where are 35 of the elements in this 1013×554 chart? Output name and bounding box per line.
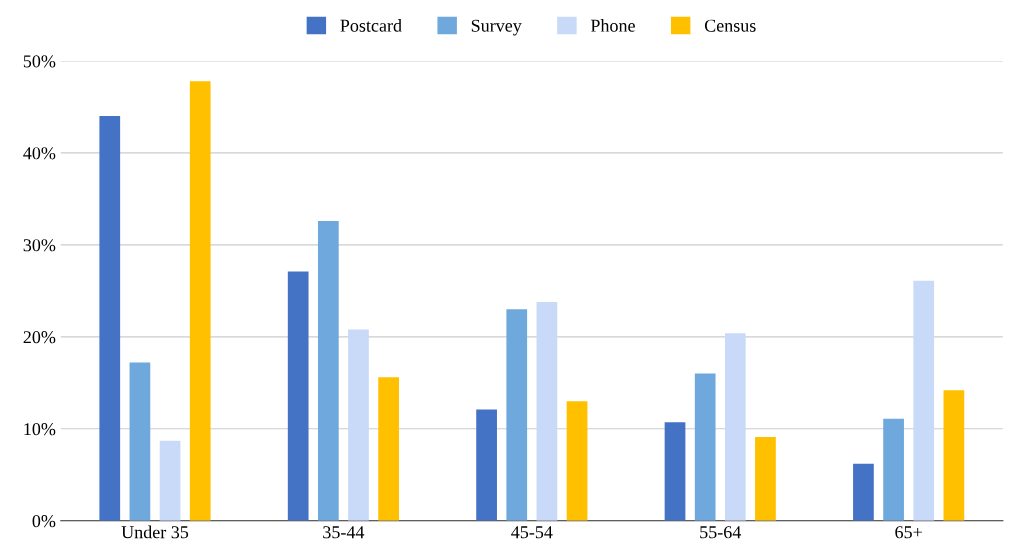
bar — [536, 301, 558, 521]
y-tick-label: 20% — [23, 331, 56, 344]
bar — [694, 373, 716, 521]
bar — [476, 409, 497, 521]
bar — [189, 81, 211, 521]
x-tick-label: Under 35 — [121, 525, 189, 539]
bar — [159, 440, 181, 521]
bar — [943, 390, 965, 521]
bar — [883, 418, 904, 521]
bar — [506, 309, 528, 521]
bar — [378, 377, 399, 521]
bar — [913, 280, 935, 521]
bar — [287, 271, 309, 521]
bar — [348, 329, 369, 521]
bar — [755, 437, 776, 521]
bar — [99, 116, 121, 521]
bar — [566, 401, 588, 521]
x-tick-label: 55-64 — [700, 526, 742, 539]
bar — [853, 463, 874, 521]
y-tick-label: 50% — [23, 55, 56, 68]
bar — [664, 422, 686, 521]
legend-label: Phone — [590, 19, 635, 32]
x-tick-label: 35-44 — [323, 526, 365, 539]
x-tick-label: 45-54 — [511, 526, 553, 539]
x-tick-label: 65+ — [895, 526, 922, 539]
y-tick-label: 10% — [24, 423, 56, 436]
y-tick-label: 0% — [32, 515, 56, 528]
bar — [317, 220, 339, 521]
y-tick-label: 30% — [23, 239, 56, 252]
bar — [129, 362, 151, 521]
legend-label: Survey — [471, 19, 522, 36]
legend-label: Postcard — [340, 19, 402, 32]
legend-label: Census — [704, 19, 756, 32]
y-tick-label: 40% — [23, 147, 56, 160]
bar — [724, 333, 746, 521]
